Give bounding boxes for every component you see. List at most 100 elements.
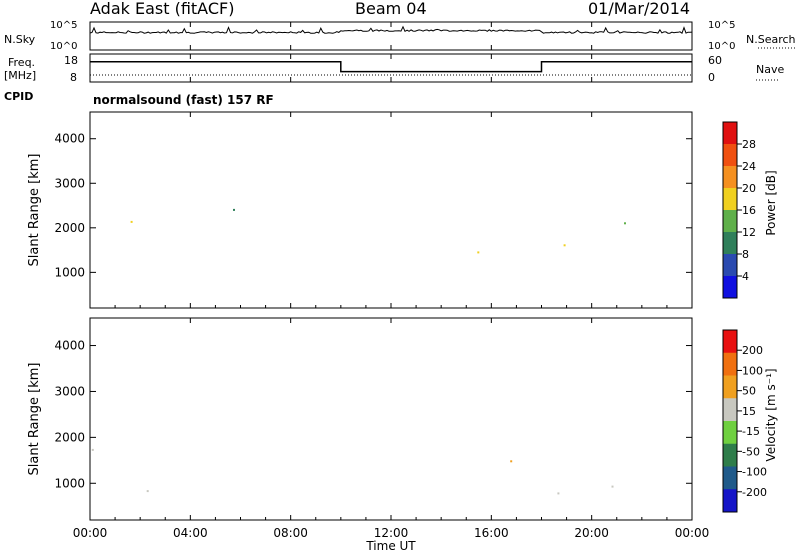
nave-tick-low: 0 (708, 71, 715, 84)
power-panel-frame (89, 111, 693, 309)
y-tick-label: 1000 (54, 476, 85, 490)
echo-cell (130, 220, 133, 223)
power-scatter (130, 208, 626, 254)
x-tick-label: 04:00 (173, 526, 208, 540)
echo-cell (611, 485, 614, 488)
colorbar-tick-label: -15 (742, 425, 760, 438)
sky-left-label: N.Sky (4, 33, 36, 46)
echo-cell (510, 460, 513, 463)
y-tick-label: 4000 (54, 132, 85, 146)
colorbar-block (723, 166, 737, 189)
sky-panel: N.Sky 10^5 10^0 10^5 10^0 N.Search (4, 20, 796, 52)
velocity-colorbar-ticks: 200 100 50 15 -15 -50 -100 -200 (737, 344, 767, 499)
velocity-colorbar-blocks (722, 329, 738, 513)
power-colorbar-ticks: 28 24 20 16 12 8 4 (737, 138, 756, 283)
echo-cell (557, 492, 560, 495)
colorbar-tick-label: 200 (742, 344, 763, 357)
x-axis-ticks: 00:00 04:00 08:00 12:00 16:00 20:00 00:00 (73, 22, 710, 540)
y-tick-label: 2000 (54, 221, 85, 235)
nave-label: Nave (756, 63, 784, 76)
velocity-y-ticks: 1000 2000 3000 4000 (54, 339, 692, 490)
colorbar-block (723, 489, 737, 513)
colorbar-block (723, 210, 737, 233)
colorbar-frame (722, 329, 738, 513)
freq-tick-low: 8 (70, 71, 77, 84)
colorbar-block (723, 276, 737, 299)
colorbar-tick-label: 15 (742, 405, 756, 418)
echo-cell (233, 208, 235, 211)
sky-left-tick-high: 10^5 (50, 20, 77, 31)
freq-label-2: [MHz] (4, 69, 36, 82)
echo-cell (146, 490, 149, 493)
power-colorbar: 28 24 20 16 12 8 4 Power [dB] (722, 121, 778, 299)
power-y-ticks: 1000 2000 3000 4000 (54, 132, 692, 279)
freq-panel: Freq. [MHz] 18 8 60 0 Nave CPID normalso… (4, 53, 784, 107)
freq-tick-high: 18 (64, 54, 78, 67)
freq-line (90, 61, 692, 73)
cpid-label: CPID (4, 90, 33, 103)
colorbar-block (723, 352, 737, 376)
power-panel: Slant Range [km] 1000 2000 3000 4000 (27, 111, 693, 309)
velocity-colorbar: 200 100 50 15 -15 -50 -100 -200 Velocity [m s⁻¹… (722, 329, 778, 513)
colorbar-tick-label: -200 (742, 486, 767, 499)
colorbar-block (723, 144, 737, 167)
colorbar-tick-label: 50 (742, 385, 756, 398)
x-axis-label: Time UT (365, 539, 416, 553)
colorbar-block (723, 421, 737, 445)
x-tick-label: 20:00 (574, 526, 609, 540)
x-tick-label: 08:00 (273, 526, 308, 540)
sky-right-label: N.Search (746, 33, 796, 46)
y-tick-label: 2000 (54, 430, 85, 444)
x-tick-label: 16:00 (474, 526, 509, 540)
colorbar-tick-label: 28 (742, 138, 756, 151)
colorbar-tick-label: -50 (742, 445, 760, 458)
nave-tick-high: 60 (708, 54, 722, 67)
colorbar-block (723, 398, 737, 422)
colorbar-tick-label: 4 (742, 270, 749, 283)
cpid-text: normalsound (fast) 157 RF (93, 93, 274, 107)
colorbar-tick-label: 12 (742, 226, 756, 239)
n-sky-line (89, 25, 693, 34)
colorbar-block (723, 466, 737, 490)
power-colorbar-label: Power [dB] (764, 170, 778, 235)
colorbar-block (723, 254, 737, 277)
y-tick-label: 3000 (54, 176, 85, 190)
velocity-panel: Slant Range [km] 1000 2000 3000 4000 (27, 317, 693, 521)
colorbar-tick-label: 20 (742, 182, 756, 195)
x-tick-label: 00:00 (73, 526, 108, 540)
sky-right-tick-high: 10^5 (708, 20, 735, 31)
colorbar-block (723, 232, 737, 255)
power-ylabel: Slant Range [km] (27, 154, 42, 267)
velocity-scatter (91, 448, 614, 495)
velocity-ylabel: Slant Range [km] (27, 363, 42, 476)
colorbar-tick-label: 16 (742, 204, 756, 217)
freq-label-1: Freq. (8, 56, 35, 69)
y-tick-label: 1000 (54, 265, 85, 279)
colorbar-block (723, 375, 737, 399)
x-tick-label: 00:00 (675, 526, 710, 540)
y-tick-label: 4000 (54, 339, 85, 353)
colorbar-block (723, 443, 737, 467)
x-tick-label: 12:00 (374, 526, 409, 540)
plot-title: Adak East (fitACF) (90, 0, 234, 18)
power-colorbar-blocks (722, 121, 738, 299)
sky-left-tick-low: 10^0 (50, 41, 77, 52)
colorbar-tick-label: -100 (742, 466, 767, 479)
date-label: 01/Mar/2014 (588, 0, 690, 18)
colorbar-tick-label: 8 (742, 248, 749, 261)
colorbar-block (723, 330, 737, 354)
colorbar-tick-label: 100 (742, 364, 763, 377)
beam-label: Beam 04 (355, 0, 427, 18)
colorbar-tick-label: 24 (742, 160, 756, 173)
colorbar-block (723, 122, 737, 145)
echo-cell (91, 448, 94, 451)
echo-cell (563, 244, 566, 247)
velocity-panel-frame (89, 317, 693, 521)
echo-cell (477, 251, 480, 254)
colorbar-block (723, 188, 737, 211)
velocity-colorbar-label: Velocity [m s⁻¹] (764, 368, 778, 461)
y-tick-label: 3000 (54, 384, 85, 398)
sky-right-tick-low: 10^0 (708, 41, 735, 52)
echo-cell (624, 222, 626, 225)
